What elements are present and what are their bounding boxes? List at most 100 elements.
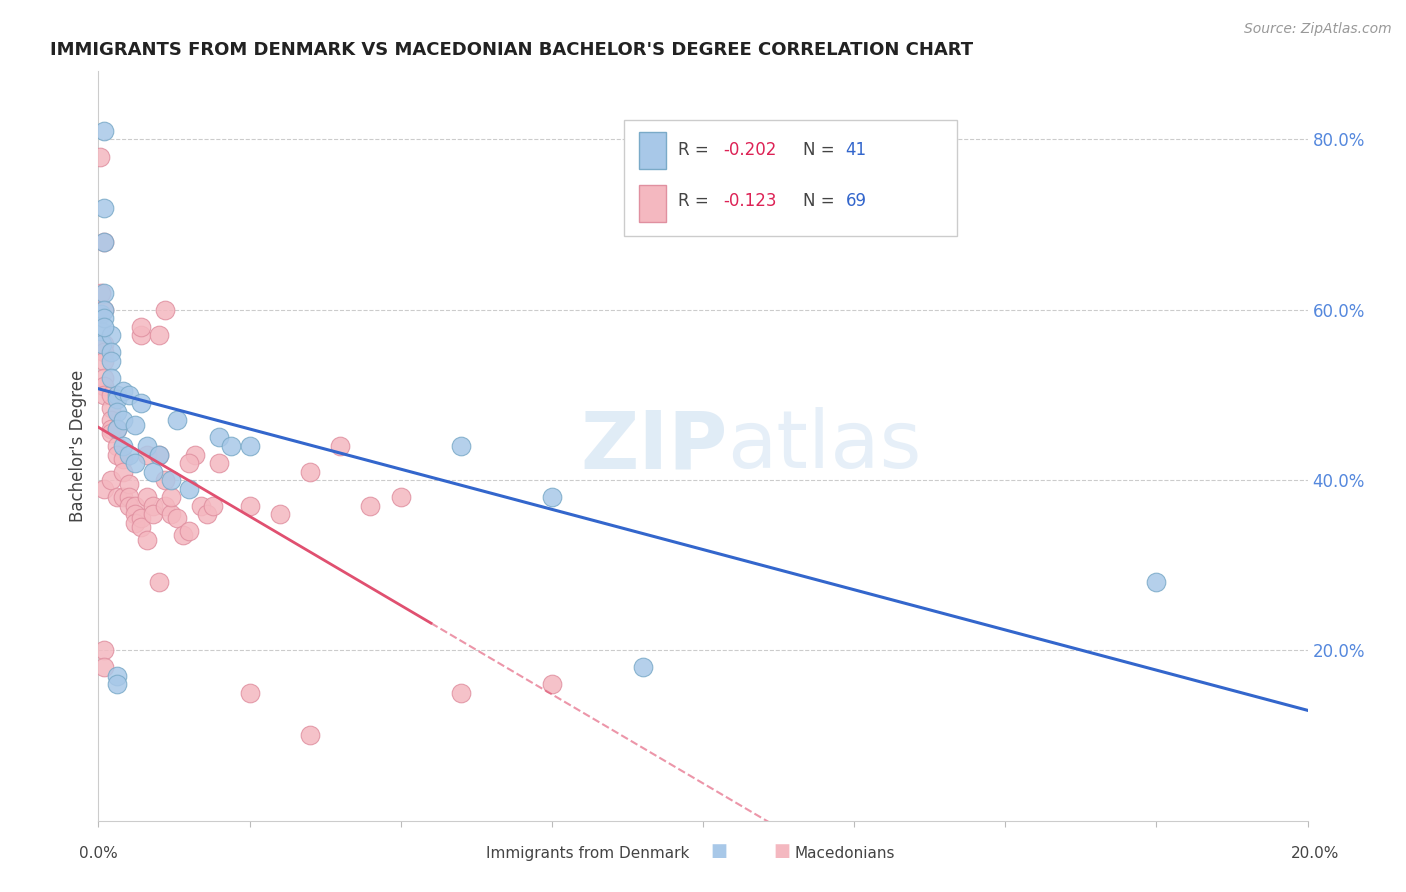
Text: 41: 41: [845, 141, 868, 159]
Point: [105, 439, 128, 453]
Point: [179, 456, 201, 470]
Point: [111, 465, 134, 479]
Point: [239, 686, 262, 700]
Point: [184, 448, 207, 462]
Point: [135, 533, 157, 547]
Point: [105, 422, 128, 436]
Point: [105, 388, 128, 402]
Point: [93, 235, 115, 249]
Point: [450, 439, 472, 453]
Text: N =: N =: [803, 192, 841, 210]
Point: [166, 413, 188, 427]
Point: [118, 477, 141, 491]
Text: atlas: atlas: [727, 407, 921, 485]
Text: Source: ZipAtlas.com: Source: ZipAtlas.com: [1244, 22, 1392, 37]
Point: [153, 302, 176, 317]
Point: [93, 302, 115, 317]
Point: [195, 507, 218, 521]
Point: [129, 520, 152, 534]
Text: 0.0%: 0.0%: [79, 847, 118, 861]
Point: [93, 319, 115, 334]
Point: [631, 660, 654, 674]
Point: [179, 482, 201, 496]
Text: 20.0%: 20.0%: [1291, 847, 1339, 861]
Point: [105, 490, 128, 504]
Point: [118, 388, 141, 402]
Text: ■: ■: [710, 842, 727, 860]
Point: [118, 448, 141, 462]
Point: [93, 482, 115, 496]
Point: [160, 507, 183, 521]
Point: [100, 354, 122, 368]
Point: [118, 490, 141, 504]
Point: [202, 499, 225, 513]
Text: ZIP: ZIP: [579, 407, 727, 485]
Point: [389, 490, 412, 504]
Point: [105, 392, 128, 407]
Point: [118, 499, 141, 513]
Point: [208, 430, 231, 444]
Point: [329, 439, 352, 453]
Point: [93, 379, 115, 393]
Point: [111, 490, 134, 504]
Point: [148, 448, 170, 462]
Point: [90, 307, 112, 321]
Point: [172, 528, 194, 542]
Point: [540, 677, 562, 691]
Point: [299, 729, 322, 743]
Point: [100, 401, 122, 415]
Point: [93, 201, 115, 215]
Point: [93, 285, 115, 300]
Point: [142, 507, 165, 521]
Point: [93, 345, 115, 359]
Point: [124, 516, 146, 530]
Point: [179, 524, 201, 538]
Point: [105, 448, 128, 462]
Point: [160, 490, 183, 504]
Point: [93, 302, 115, 317]
Point: [129, 319, 152, 334]
Point: [142, 499, 165, 513]
Point: [124, 507, 146, 521]
Point: [93, 643, 115, 657]
Text: -0.123: -0.123: [724, 192, 778, 210]
FancyBboxPatch shape: [638, 132, 665, 169]
Point: [111, 384, 134, 398]
Point: [135, 490, 157, 504]
Point: [221, 439, 243, 453]
Point: [100, 371, 122, 385]
Point: [100, 473, 122, 487]
Text: 69: 69: [845, 192, 866, 210]
Point: [142, 465, 165, 479]
Point: [100, 345, 122, 359]
Point: [100, 413, 122, 427]
Text: -0.202: -0.202: [724, 141, 778, 159]
Point: [1144, 575, 1167, 590]
Point: [105, 669, 128, 683]
Point: [299, 465, 322, 479]
Point: [90, 336, 112, 351]
Point: [160, 473, 183, 487]
Point: [100, 328, 122, 343]
Y-axis label: Bachelor's Degree: Bachelor's Degree: [69, 370, 87, 522]
Point: [89, 149, 111, 163]
Point: [269, 507, 291, 521]
Point: [93, 235, 115, 249]
Point: [135, 448, 157, 462]
Point: [153, 473, 176, 487]
Point: [124, 456, 146, 470]
Point: [124, 499, 146, 513]
FancyBboxPatch shape: [624, 120, 957, 236]
Text: Immigrants from Denmark: Immigrants from Denmark: [485, 847, 689, 861]
Point: [166, 511, 188, 525]
Point: [153, 499, 176, 513]
Point: [93, 660, 115, 674]
Point: [129, 396, 152, 410]
Point: [100, 426, 122, 441]
Point: [111, 413, 134, 427]
Point: [148, 328, 170, 343]
Point: [91, 336, 114, 351]
Text: R =: R =: [678, 141, 714, 159]
Point: [111, 439, 134, 453]
Text: R =: R =: [678, 192, 714, 210]
